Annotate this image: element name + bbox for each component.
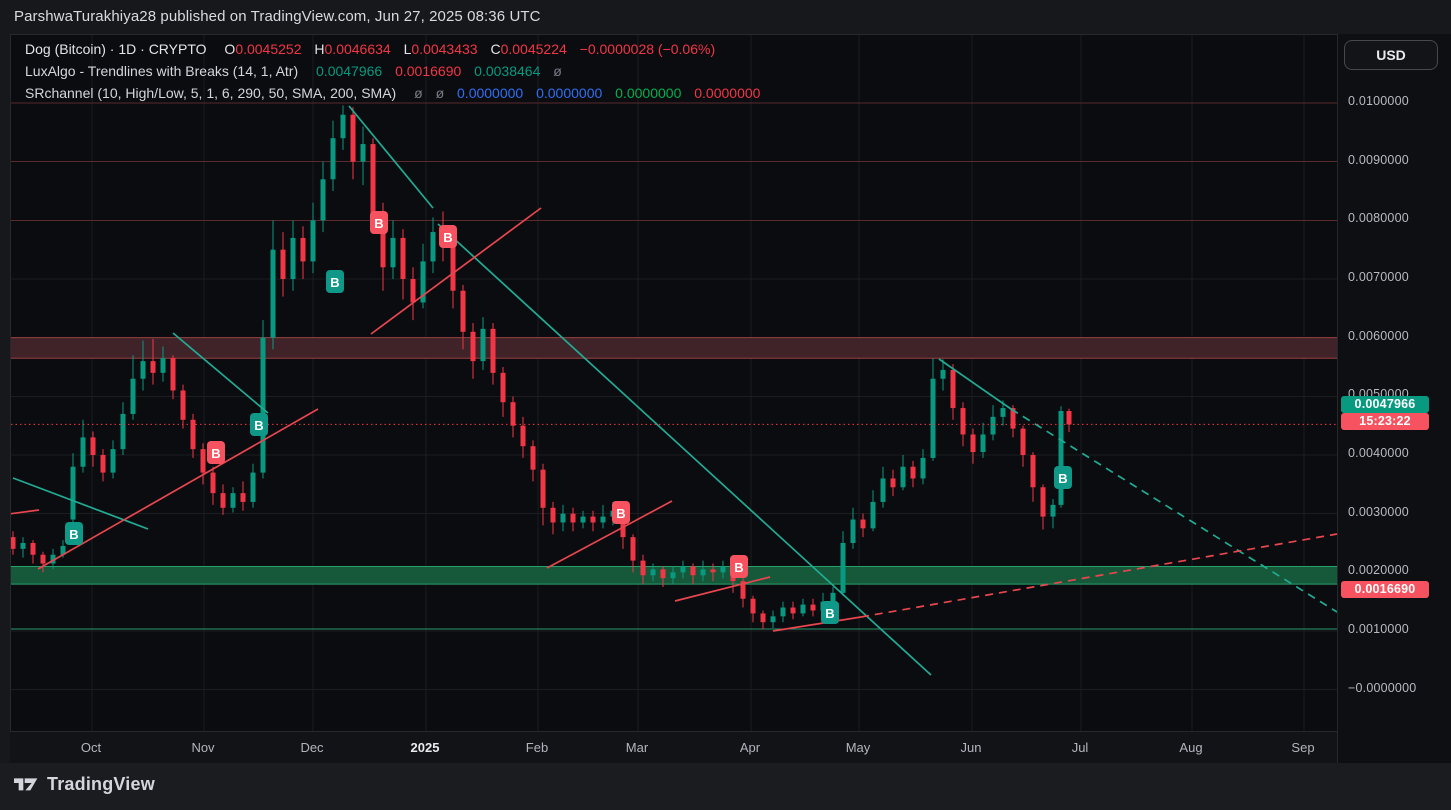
tradingview-logo-icon	[14, 777, 38, 790]
time-axis-label: Dec	[300, 740, 324, 755]
svg-text:B: B	[330, 275, 339, 290]
time-axis-label: Jul	[1071, 740, 1089, 755]
price-axis-label: 0.0090000	[1348, 152, 1409, 167]
svg-text:B: B	[734, 560, 743, 575]
tradingview-logo-text: TradingView	[47, 774, 155, 794]
candlestick-chart: B B B B B B B B B B	[11, 35, 1338, 732]
tradingview-logo[interactable]: TradingView	[14, 774, 155, 795]
sr-levels	[11, 102, 1338, 630]
price-axis-label: 0.0040000	[1348, 446, 1409, 460]
currency-button[interactable]: USD	[1344, 40, 1438, 70]
svg-text:B: B	[443, 230, 452, 245]
price-axis[interactable]: USD 0.0100000 0.0090000 0.0080000 0.0070000…	[1337, 34, 1451, 763]
price-axis-label: 0.0060000	[1348, 328, 1409, 343]
break-marker-teal: B	[250, 413, 268, 436]
attribution-text: ParshwaTurakhiya28 published on TradingV…	[14, 8, 541, 25]
break-marker-red: B	[730, 555, 748, 578]
time-axis-label: Aug	[1179, 740, 1203, 755]
time-axis-label: 2025	[410, 740, 440, 755]
break-marker-red: B	[439, 225, 457, 248]
price-axis-label: 0.0070000	[1348, 270, 1409, 284]
trendlines	[11, 105, 1338, 676]
svg-text:B: B	[374, 216, 383, 231]
time-axis-label: Nov	[191, 740, 215, 755]
break-marker-teal: B	[821, 601, 839, 624]
svg-text:B: B	[254, 418, 263, 433]
time-axis-label: Apr	[739, 740, 761, 755]
svg-text:B: B	[825, 606, 834, 621]
time-axis-label: Sep	[1291, 740, 1315, 755]
footer-bar: TradingView	[0, 763, 1451, 810]
price-axis-badge: 0.0016690	[1341, 580, 1429, 598]
svg-text:B: B	[1058, 471, 1067, 486]
price-axis-label: 0.0010000	[1348, 622, 1409, 636]
break-marker-teal: B	[65, 522, 83, 545]
price-axis-badge: 15:23:22	[1341, 413, 1429, 430]
svg-text:B: B	[616, 506, 625, 521]
price-axis-label: 0.0020000	[1348, 563, 1409, 578]
price-axis-label: 0.0030000	[1348, 504, 1409, 519]
break-marker-red: B	[370, 211, 388, 234]
time-axis-label: Jun	[960, 740, 982, 755]
break-marker-teal: B	[326, 270, 344, 293]
time-axis[interactable]: Oct Nov Dec 2025 Feb Mar Apr May Jun Jul Aug Sep	[10, 731, 1337, 763]
time-axis-label: Feb	[525, 740, 549, 755]
break-marker-red: B	[612, 501, 630, 524]
grid-lines	[11, 35, 1338, 732]
price-axis-badge: 0.0047966	[1341, 395, 1429, 413]
break-markers: B B B B B B B B B B	[65, 211, 1072, 624]
price-axis-label: −0.0000000	[1348, 680, 1417, 695]
resistance-zone	[11, 337, 1338, 359]
time-axis-label: Mar	[625, 740, 649, 755]
time-axis-label: May	[845, 740, 871, 755]
svg-text:B: B	[69, 527, 78, 542]
price-axis-label: 0.0080000	[1348, 211, 1409, 226]
break-marker-red: B	[207, 441, 225, 464]
price-axis-label: 0.0100000	[1348, 94, 1409, 108]
break-marker-teal: B	[1054, 466, 1072, 489]
attribution-bar: ParshwaTurakhiya28 published on TradingV…	[0, 0, 1451, 34]
svg-text:B: B	[211, 446, 220, 461]
candles	[11, 105, 1072, 630]
time-axis-label: Oct	[80, 740, 102, 755]
